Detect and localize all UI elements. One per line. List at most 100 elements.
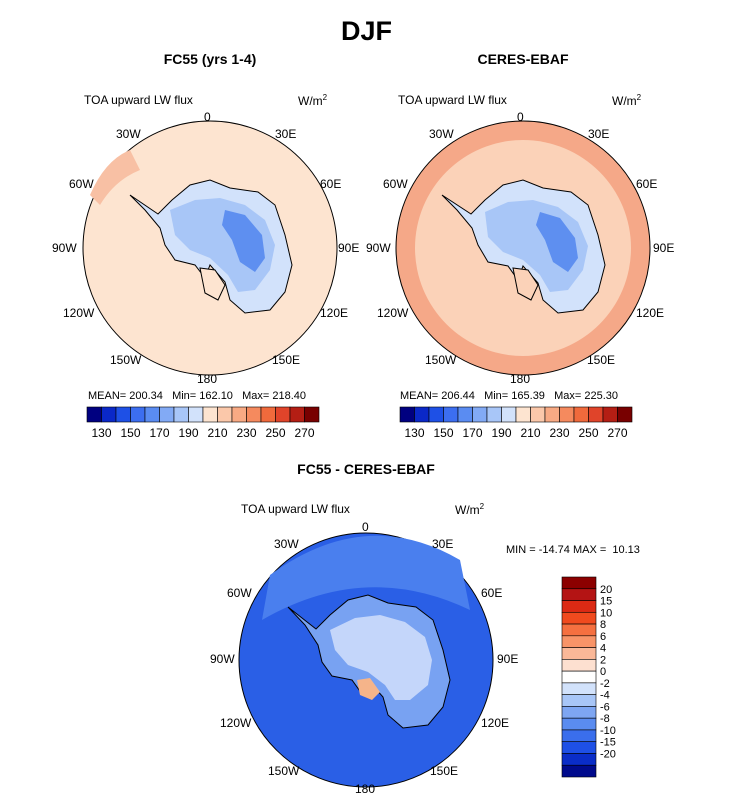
panel1-colorbar-tick-label: 210 [207,426,227,440]
diff-warm-anomaly [357,678,380,700]
diff-colorbar-tick-label: 0 [600,666,606,678]
panel2-ross-shelf [512,267,539,301]
diff-colorbar-swatch [561,717,597,731]
panel2-colorbar-swatch [515,406,531,423]
diff-colorbar-tick-label: -10 [600,725,616,737]
panel2-variable: TOA upward LW flux [398,93,507,107]
diff-colorbar-swatch [561,670,597,684]
panel1-colorbar-swatch [173,406,189,423]
diff-label-120w: 120W [220,716,252,730]
panel2-label-0: 0 [517,110,524,124]
panel1-colorbar-swatch [304,406,320,423]
diff-colorbar-swatch [561,611,597,625]
panel1-map [82,120,338,376]
panel1-continent-dark [222,210,265,272]
panel1-colorbar: 130 150 170 190 210 230 250 270 [86,406,320,440]
panel1-colorbar-swatch [260,406,276,423]
panel2-colorbar-tick-label: 270 [607,426,627,440]
diff-colorbar-swatch [561,682,597,695]
panel1-colorbar-swatch [289,406,305,423]
panel1-colorbar-swatch [144,406,160,423]
diff-label-150e: 150E [430,764,459,778]
panel1-label-150w: 150W [110,353,142,367]
panel1-label-30w: 30W [116,127,141,141]
diff-colorbar-tick-label: -2 [600,678,610,690]
diff-stats: MIN = -14.74 MAX = 10.13 [506,544,640,556]
panel1-colorbar-tick-label: 250 [265,426,285,440]
panel1-colorbar-swatch [101,406,117,423]
panel1-label-0: 0 [204,110,211,124]
diff-colorbar-swatch [561,706,597,719]
diff-label-30e: 30E [432,537,454,551]
diff-units: W/m2 [455,502,485,517]
diff-label-180: 180 [355,782,376,796]
panel2-label-120e: 120E [636,306,665,320]
panel1-ross-shelf [199,267,226,301]
diff-label-150w: 150W [268,764,300,778]
panel1-label-120e: 120E [320,306,349,320]
diff-colorbar-swatch [561,623,597,637]
panel1-colorbar-tick-label: 230 [236,426,256,440]
diff-title: FC55 - CERES-EBAF [297,461,435,477]
diff-colorbar-swatch [561,741,597,754]
diff-colorbar-swatch [561,694,597,707]
panel2-colorbar-swatch [443,406,459,423]
panel2-colorbar-swatch [457,406,473,423]
panel2-colorbar-swatch [414,406,430,423]
panel2-colorbar-swatch [602,406,618,423]
diff-colorbar-swatch [561,588,597,601]
panel1-label-90w: 90W [52,241,77,255]
diff-label-90w: 90W [210,652,235,666]
panel1-label-60e: 60E [320,177,342,191]
panel2-colorbar-swatch [501,406,517,423]
diff-label-30w: 30W [274,537,299,551]
panel1-label-90e: 90E [338,241,360,255]
panel2-map [395,120,651,376]
diff-map [238,532,494,788]
panel1-label-60w: 60W [69,177,94,191]
panel2-colorbar-tick-label: 150 [433,426,453,440]
diff-label-60w: 60W [227,586,252,600]
panel2-colorbar-tick-label: 170 [462,426,482,440]
figure-title: DJF [340,16,392,46]
panel1-title: FC55 (yrs 1-4) [163,51,257,67]
panel1-variable: TOA upward LW flux [84,93,193,107]
panel2-label-90e: 90E [653,241,675,255]
panel2-colorbar-swatch [559,406,575,423]
diff-colorbar-tick-label: -15 [600,737,616,749]
panel1-colorbar-swatch [115,406,131,423]
panel2-colorbar-swatch [573,406,589,423]
panel1-colorbar-swatch [202,406,218,423]
panel1-colorbar-swatch [86,406,102,423]
panel1-units: W/m2 [298,93,328,108]
diff-colorbar-tick-label: -6 [600,701,610,713]
panel2-label-180: 180 [510,372,531,386]
panel2-colorbar-swatch [588,406,604,423]
panel1-colorbar-tick-label: 150 [120,426,140,440]
panel2-colorbar-swatch [399,406,415,423]
diff-colorbar-swatch [561,659,597,672]
diff-colorbar-tick-label: 10 [600,607,612,619]
panel2-colorbar-swatch [486,406,502,423]
panel2-continent-dark [536,212,578,272]
diff-upper-band [262,535,470,620]
diff-colorbar-tick-label: -8 [600,713,610,725]
panel2-colorbar-tick-label: 250 [578,426,598,440]
panel2-units: W/m2 [612,93,642,108]
panel1-colorbar-swatch [188,406,204,423]
diff-colorbar-tick-label: 2 [600,654,606,666]
panel2-label-150e: 150E [587,353,616,367]
panel2-colorbar-tick-label: 210 [520,426,540,440]
panel1-colorbar-swatch [130,406,146,423]
diff-colorbar-tick-label: 4 [600,643,606,655]
diff-colorbar-swatch [561,600,597,613]
panel2-colorbar-swatch [428,406,444,423]
diff-label-0: 0 [362,520,369,534]
panel1-label-180: 180 [197,372,218,386]
panel1-label-120w: 120W [63,306,95,320]
diff-label-90e: 90E [497,652,519,666]
panel2-colorbar-tick-label: 130 [404,426,424,440]
panel2-label-120w: 120W [377,306,409,320]
panel2-colorbar-swatch [544,406,560,423]
